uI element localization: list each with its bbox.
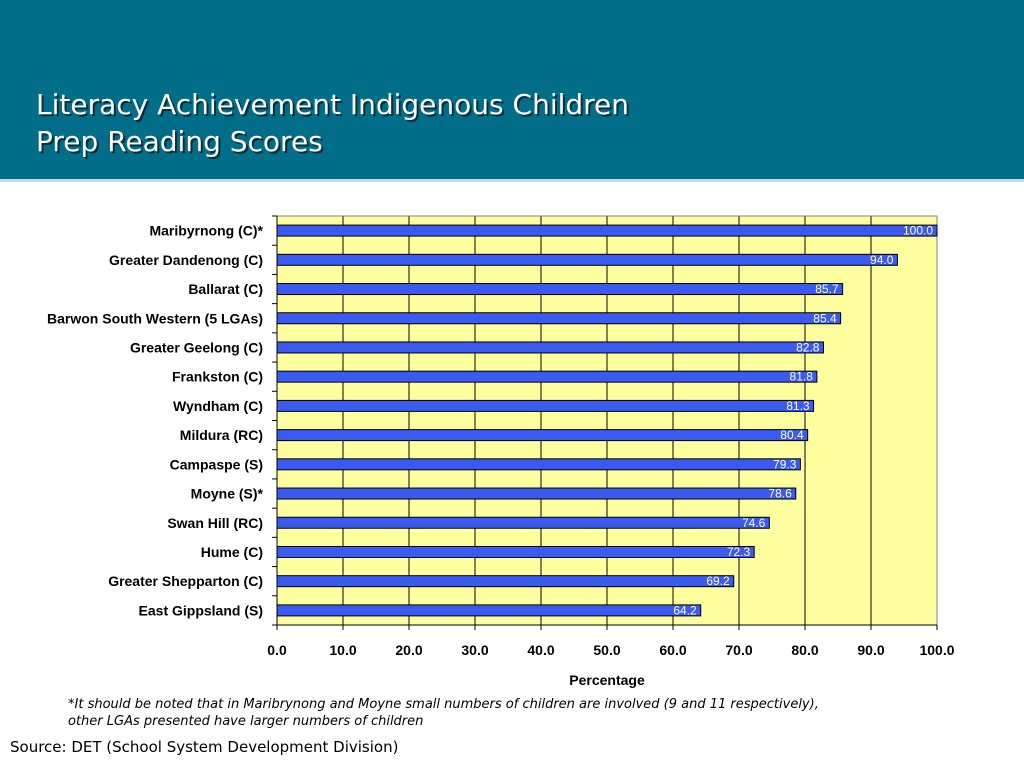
bar — [276, 224, 938, 237]
x-tick-label: 40.0 — [527, 642, 554, 658]
x-tick-label: 80.0 — [791, 642, 818, 658]
x-tick-label: 90.0 — [857, 642, 884, 658]
category-label: Barwon South Western (5 LGAs) — [47, 310, 263, 326]
bar — [276, 429, 809, 442]
bar — [276, 575, 735, 588]
data-label: 69.2 — [706, 574, 730, 588]
data-label: 94.0 — [870, 253, 894, 267]
bar — [276, 341, 824, 354]
bar — [276, 545, 755, 558]
x-axis-title: Percentage — [569, 672, 645, 688]
x-tick-label: 70.0 — [725, 642, 752, 658]
banner-divider — [0, 179, 1024, 182]
category-label: Frankston (C) — [172, 369, 263, 385]
data-label: 100.0 — [903, 224, 933, 238]
bar — [276, 516, 770, 529]
x-tick-label: 20.0 — [395, 642, 422, 658]
data-label: 81.3 — [786, 399, 810, 413]
category-label: Greater Dandenong (C) — [109, 252, 263, 268]
data-label: 72.3 — [727, 545, 751, 559]
data-label: 82.8 — [796, 340, 820, 354]
x-tick-label: 50.0 — [593, 642, 620, 658]
data-label: 85.7 — [815, 282, 839, 296]
data-label: 78.6 — [768, 487, 792, 501]
source-note: Source: DET (School System Development D… — [10, 738, 399, 756]
category-label: Campaspe (S) — [170, 456, 263, 472]
category-label: Greater Shepparton (C) — [108, 573, 263, 589]
data-label: 74.6 — [742, 516, 766, 530]
bar — [276, 458, 801, 471]
slide-title: Literacy Achievement Indigenous Children… — [36, 86, 629, 160]
data-label: 79.3 — [773, 457, 797, 471]
bar — [276, 312, 842, 325]
footnote: *It should be noted that in Maribrynong … — [68, 696, 948, 730]
data-label: 85.4 — [813, 311, 837, 325]
footnote-line-1: *It should be noted that in Maribrynong … — [68, 697, 819, 712]
category-label: East Gippsland (S) — [139, 602, 263, 618]
footnote-line-2: other LGAs presented have larger numbers… — [68, 714, 424, 729]
bar-chart: 0.0 10.0 20.0 30.0 40.0 50.0 60.0 70.0 80.0 90.0 1… — [47, 215, 955, 688]
category-label: Maribyrnong (C)* — [149, 223, 263, 239]
x-tick-label: 10.0 — [329, 642, 356, 658]
x-tick-label: 30.0 — [461, 642, 488, 658]
category-label: Mildura (RC) — [180, 427, 263, 443]
title-banner — [0, 0, 1024, 179]
bar — [276, 283, 844, 296]
bar — [276, 604, 702, 617]
data-label: 81.8 — [790, 370, 814, 384]
slide-title-line-2: Prep Reading Scores — [36, 125, 323, 158]
category-label: Ballarat (C) — [188, 281, 263, 297]
slide-title-line-1: Literacy Achievement Indigenous Children — [36, 88, 630, 121]
category-label: Moyne (S)* — [191, 486, 264, 502]
data-label: 64.2 — [673, 603, 697, 617]
category-label: Greater Geelong (C) — [130, 339, 263, 355]
category-label: Hume (C) — [201, 544, 263, 560]
bar — [276, 253, 898, 266]
category-label: Wyndham (C) — [173, 398, 263, 414]
x-tick-label: 100.0 — [919, 642, 954, 658]
category-label: Swan Hill (RC) — [167, 515, 263, 531]
x-tick-label: 0.0 — [267, 642, 287, 658]
bar — [276, 487, 797, 500]
data-label: 80.4 — [780, 428, 804, 442]
bar — [276, 399, 815, 412]
x-tick-label: 60.0 — [659, 642, 686, 658]
bar — [276, 370, 818, 383]
